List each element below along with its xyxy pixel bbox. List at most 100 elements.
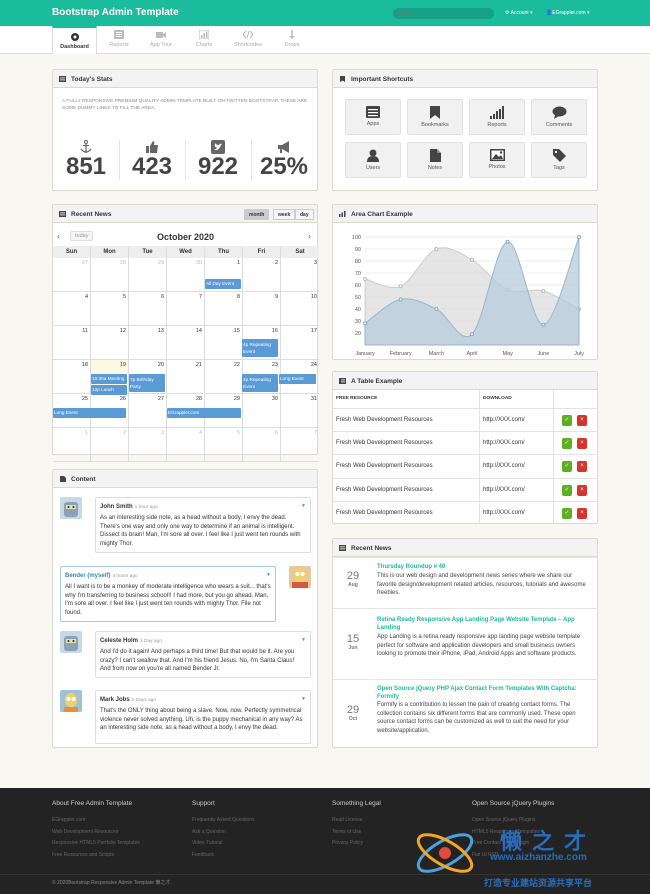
calendar-day-cell[interactable]: 28 <box>91 258 129 292</box>
ok-button[interactable]: ✓ <box>562 438 572 450</box>
data-point[interactable] <box>470 257 474 262</box>
message-author[interactable]: Mark Jobs <box>100 697 130 703</box>
shortcut-notes[interactable]: Notes <box>407 142 463 178</box>
data-point[interactable] <box>398 284 403 289</box>
calendar-day-cell[interactable]: 11 <box>53 326 91 360</box>
shortcut-users[interactable]: Users <box>345 142 401 178</box>
footer-link[interactable]: Open Source jQuery Plugins <box>472 817 536 823</box>
data-point[interactable] <box>577 235 581 239</box>
news-link[interactable]: Retina Ready Responsive App Landing Page… <box>377 617 575 631</box>
data-point[interactable] <box>434 307 439 311</box>
chevron-down-icon[interactable]: ▼ <box>301 696 306 702</box>
footer-link[interactable]: Terms of Use <box>332 828 362 835</box>
calendar-day-cell[interactable]: 1 <box>205 258 243 292</box>
calendar-day-cell[interactable]: 5 <box>91 292 129 326</box>
news-link[interactable]: Open Source jQuery PHP Ajax Contact Form… <box>377 686 577 700</box>
shortcut-bookmarks[interactable]: Bookmarks <box>407 99 463 135</box>
nav-dashboard[interactable]: Dashboard <box>52 26 97 54</box>
calendar-day-cell[interactable]: 13 <box>129 326 167 360</box>
shortcut-reports[interactable]: Reports <box>469 99 525 135</box>
calendar-day-cell[interactable]: 21 <box>167 360 205 394</box>
footer-link[interactable]: EGrappler.com <box>52 817 86 823</box>
calendar-day-cell[interactable]: 27 <box>129 394 167 428</box>
calendar-event[interactable]: 10:30a Meeting <box>91 374 127 384</box>
calendar-day-cell[interactable]: 20 <box>129 360 167 394</box>
search-input[interactable] <box>393 8 494 19</box>
next-month-arrow-icon[interactable]: › <box>308 231 311 241</box>
calendar-day-cell[interactable]: 30 <box>167 258 205 292</box>
footer-link[interactable]: HTML5 Responsive Tempaltes <box>472 828 540 835</box>
chevron-down-icon[interactable]: ▼ <box>301 503 306 509</box>
news-link[interactable]: Thursday Roundup # 40 <box>377 564 446 570</box>
calendar-event[interactable]: 4p Repeating Event <box>242 374 278 392</box>
calendar-day-cell[interactable]: 4 <box>167 428 205 462</box>
calendar-day-cell[interactable]: 30 <box>243 394 281 428</box>
prev-month-arrow-icon[interactable]: ‹ <box>57 231 60 241</box>
ok-button[interactable]: ✓ <box>562 461 572 473</box>
nav-app-tour[interactable]: App Tour <box>141 26 181 54</box>
data-point[interactable] <box>363 321 367 326</box>
calendar-day-cell[interactable]: 17 <box>281 326 319 360</box>
user-menu[interactable]: 👤EGrappler.com ▾ <box>546 10 590 16</box>
nav-reports[interactable]: Reports <box>99 26 139 54</box>
calendar-day-cell[interactable]: 26 <box>91 394 129 428</box>
footer-link[interactable]: Free Resources and Scripts <box>52 851 114 858</box>
calendar-day-cell[interactable]: 8 <box>205 292 243 326</box>
delete-button[interactable]: × <box>577 415 587 426</box>
calendar-day-cell[interactable]: 3 <box>281 258 319 292</box>
calendar-event[interactable]: 12p Lunch <box>91 385 127 395</box>
footer-link[interactable]: Ask a Question <box>192 828 226 835</box>
calendar-day-cell[interactable]: 27 <box>53 258 91 292</box>
data-point[interactable] <box>363 277 367 281</box>
calendar-day-cell[interactable]: 31 <box>281 394 319 428</box>
message-author[interactable]: John Smith <box>100 504 133 510</box>
footer-link[interactable]: Flat UI PSD <box>472 851 499 858</box>
account-menu[interactable]: ⚙ Account ▾ <box>505 10 533 16</box>
shortcut-tags[interactable]: Tags <box>531 142 587 178</box>
data-point[interactable] <box>505 239 510 244</box>
calendar-day-cell[interactable]: 6 <box>129 292 167 326</box>
calendar-day-cell[interactable]: 4 <box>53 292 91 326</box>
ok-button[interactable]: ✓ <box>562 415 572 426</box>
calendar-day-cell[interactable]: 7 <box>167 292 205 326</box>
calendar-event[interactable]: EGrappler.com <box>167 408 241 418</box>
calendar-event[interactable]: All Day Event <box>205 279 241 289</box>
calendar-day-cell[interactable]: 2 <box>243 258 281 292</box>
view-week-button[interactable]: week <box>273 209 296 220</box>
brand-title[interactable]: Bootstrap Admin Template <box>52 7 179 18</box>
view-day-button[interactable]: day <box>295 209 314 220</box>
footer-link[interactable]: Feedback <box>192 851 214 858</box>
shortcut-apps[interactable]: Apps <box>345 99 401 135</box>
nav-charts[interactable]: Charts <box>184 26 224 54</box>
message-author[interactable]: Celeste Holm <box>100 638 139 644</box>
calendar-event[interactable]: 7p Birthday Party <box>129 374 165 392</box>
nav-drops[interactable]: Drops <box>272 26 312 54</box>
shortcut-photos[interactable]: Photos <box>469 142 525 178</box>
data-point[interactable] <box>398 297 403 302</box>
ok-button[interactable]: ✓ <box>562 484 572 496</box>
calendar-day-cell[interactable]: 9 <box>243 292 281 326</box>
calendar-event[interactable]: Long Event <box>279 374 316 384</box>
data-point[interactable] <box>434 247 439 251</box>
calendar-day-cell[interactable]: 1 <box>53 428 91 462</box>
nav-shortcodes[interactable]: Shortcodes <box>228 26 268 54</box>
calendar-day-cell[interactable]: 2 <box>91 428 129 462</box>
data-point[interactable] <box>541 289 546 293</box>
calendar-day-cell[interactable]: 7 <box>281 428 319 462</box>
calendar-day-cell[interactable]: 29 <box>205 394 243 428</box>
chevron-down-icon[interactable]: ▼ <box>266 572 271 578</box>
data-point[interactable] <box>470 332 474 337</box>
footer-link[interactable]: Privacy Policy <box>332 840 364 846</box>
calendar-day-cell[interactable]: 10 <box>281 292 319 326</box>
shortcut-comments[interactable]: Comments <box>531 99 587 135</box>
delete-button[interactable]: × <box>577 461 587 473</box>
calendar-day-cell[interactable]: 12 <box>91 326 129 360</box>
calendar-day-cell[interactable]: 18 <box>53 360 91 394</box>
footer-link[interactable]: Frequently Asked Questions <box>192 817 255 823</box>
footer-link[interactable]: Free Contact Form Plugin <box>472 840 530 846</box>
delete-button[interactable]: × <box>577 484 587 496</box>
today-button[interactable]: today <box>70 231 94 241</box>
calendar-day-cell[interactable]: 5 <box>205 428 243 462</box>
calendar-day-cell[interactable]: 22 <box>205 360 243 394</box>
calendar-day-cell[interactable]: 15 <box>205 326 243 360</box>
